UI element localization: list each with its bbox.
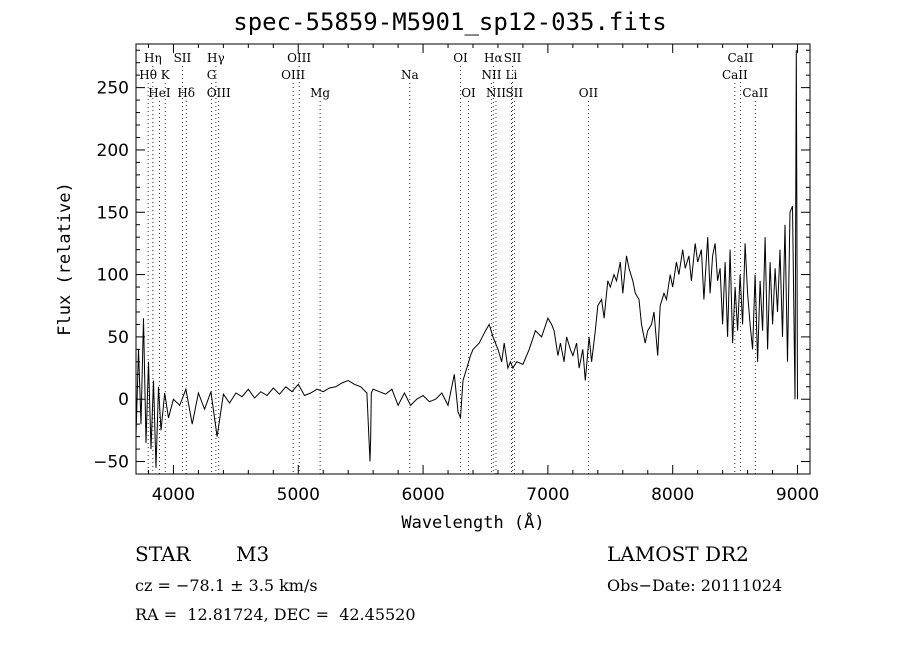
x-tick-label: 5000 (277, 485, 320, 505)
spectral-line-label: OIII (287, 51, 311, 65)
coordinates: RA = 12.81724, DEC = 42.45520 (135, 605, 416, 624)
spectral-line-markers: HηHθHeIKSIIHδHγGOIIIOIIIOIIIMgNaOIOIHαNI… (139, 51, 768, 474)
spectral-line-label: CaII (722, 68, 748, 82)
spectral-line-label: NII (481, 68, 501, 82)
y-tick-label: 200 (97, 141, 129, 161)
spectral-line-label: Mg (310, 86, 330, 100)
spectral-line-label: G (207, 68, 217, 82)
spectral-line-label: OIII (281, 68, 305, 82)
spectral-line-label: K (161, 68, 171, 82)
spectral-line-label: OI (453, 51, 468, 65)
spectral-line-label: Hγ (207, 51, 225, 65)
x-tick-label: 4000 (152, 485, 195, 505)
spectral-line-label: SII (505, 86, 523, 100)
y-tick-label: 100 (97, 266, 129, 286)
axis-ticks: 4000 5000 6000 7000 8000 9000 −50 0 50 100 150 200 2… (93, 44, 819, 505)
flux-series-line (135, 50, 798, 468)
spectral-line-label: SII (504, 51, 522, 65)
x-tick-label: 7000 (526, 485, 569, 505)
object-class: STAR (135, 542, 191, 566)
spectral-line-label: Hθ (139, 68, 157, 82)
spectral-line-label: NII (486, 86, 506, 100)
spectral-line-label: OI (461, 86, 476, 100)
spectral-line-label: SII (174, 51, 192, 65)
y-tick-label: 50 (107, 328, 129, 348)
spectral-line-label: HeI (148, 86, 171, 100)
spectral-line-label: CaII (727, 51, 753, 65)
y-tick-label: −50 (93, 453, 129, 473)
spectral-line-label: CaII (742, 86, 768, 100)
y-tick-label: 150 (97, 203, 129, 223)
spectral-line-label: OII (579, 86, 599, 100)
object-subclass: M3 (236, 542, 270, 566)
spectral-line-label: OIII (207, 86, 231, 100)
redshift-velocity: cz = −78.1 ± 3.5 km/s (135, 576, 318, 595)
y-tick-label: 250 (97, 79, 129, 99)
y-axis-label: Flux (relative) (55, 182, 75, 336)
spectral-line-label: Hδ (177, 86, 195, 100)
chart-title: spec-55859-M5901_sp12-035.fits (233, 8, 667, 36)
spectral-line-label: Hη (144, 51, 162, 65)
survey-name: LAMOST DR2 (607, 542, 749, 566)
x-tick-label: 9000 (776, 485, 819, 505)
spectral-line-label: Na (401, 68, 419, 82)
spectral-line-label: Hα (484, 51, 503, 65)
x-tick-label: 8000 (651, 485, 694, 505)
spectral-line-label: Li (506, 68, 518, 82)
y-tick-label: 0 (118, 390, 129, 410)
x-axis-label: Wavelength (Å) (401, 511, 544, 533)
x-tick-label: 6000 (401, 485, 444, 505)
observation-date: Obs−Date: 20111024 (607, 576, 783, 595)
